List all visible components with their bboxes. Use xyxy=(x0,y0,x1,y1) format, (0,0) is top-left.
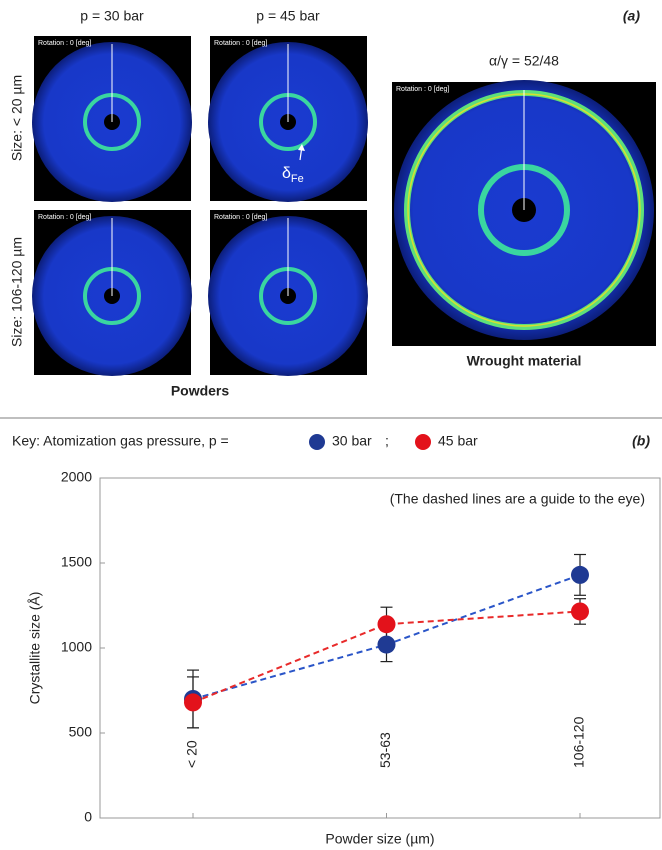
x-tick-label: 53-63 xyxy=(377,732,393,768)
rotation-label: Rotation : 0 [deg] xyxy=(214,40,267,47)
legend-separator: ; xyxy=(385,433,389,449)
rotation-label: Rotation : 0 [deg] xyxy=(38,214,91,221)
data-point xyxy=(571,566,589,584)
y-tick-label: 500 xyxy=(69,724,93,740)
panel-label: (b) xyxy=(632,433,650,449)
data-point xyxy=(184,693,202,711)
panel-a: p = 30 bar p = 45 bar (a) α/γ = 52/48 Si… xyxy=(9,8,656,399)
y-axis-label: Crystallite size (Å) xyxy=(27,592,43,705)
rotation-label: Rotation : 0 [deg] xyxy=(38,40,91,47)
annotation-symbol: δ xyxy=(282,165,291,182)
x-axis-label: Powder size (µm) xyxy=(325,831,434,847)
figure: p = 30 bar p = 45 bar (a) α/γ = 52/48 Si… xyxy=(0,0,662,850)
column-header: p = 45 bar xyxy=(256,8,320,24)
legend-label: 30 bar xyxy=(332,433,372,449)
data-point xyxy=(378,636,396,654)
legend-marker xyxy=(309,434,325,450)
row-header: Size: < 20 µm xyxy=(9,75,25,161)
x-tick-label: < 20 xyxy=(184,740,200,768)
wrought-header: α/γ = 52/48 xyxy=(489,53,559,69)
x-tick-label: 106-120 xyxy=(571,716,587,768)
row-header: Size: 106-120 µm xyxy=(9,237,25,347)
rotation-label: Rotation : 0 [deg] xyxy=(396,86,449,93)
wrought-caption: Wrought material xyxy=(467,353,582,369)
y-tick-label: 1500 xyxy=(61,554,92,570)
y-tick-label: 2000 xyxy=(61,469,92,485)
panel-b: Key: Atomization gas pressure, p = (b) (… xyxy=(12,433,660,847)
powders-caption: Powders xyxy=(171,383,230,399)
y-tick-label: 0 xyxy=(84,809,92,825)
data-point xyxy=(571,602,589,620)
legend-marker xyxy=(415,434,431,450)
legend-title: Key: Atomization gas pressure, p = xyxy=(12,433,229,449)
panel-label: (a) xyxy=(623,8,640,24)
annotation: (The dashed lines are a guide to the eye… xyxy=(390,491,645,507)
data-point xyxy=(378,615,396,633)
column-header: p = 30 bar xyxy=(80,8,144,24)
annotation-subscript: Fe xyxy=(291,173,304,185)
y-tick-label: 1000 xyxy=(61,639,92,655)
legend-label: 45 bar xyxy=(438,433,478,449)
rotation-label: Rotation : 0 [deg] xyxy=(214,214,267,221)
